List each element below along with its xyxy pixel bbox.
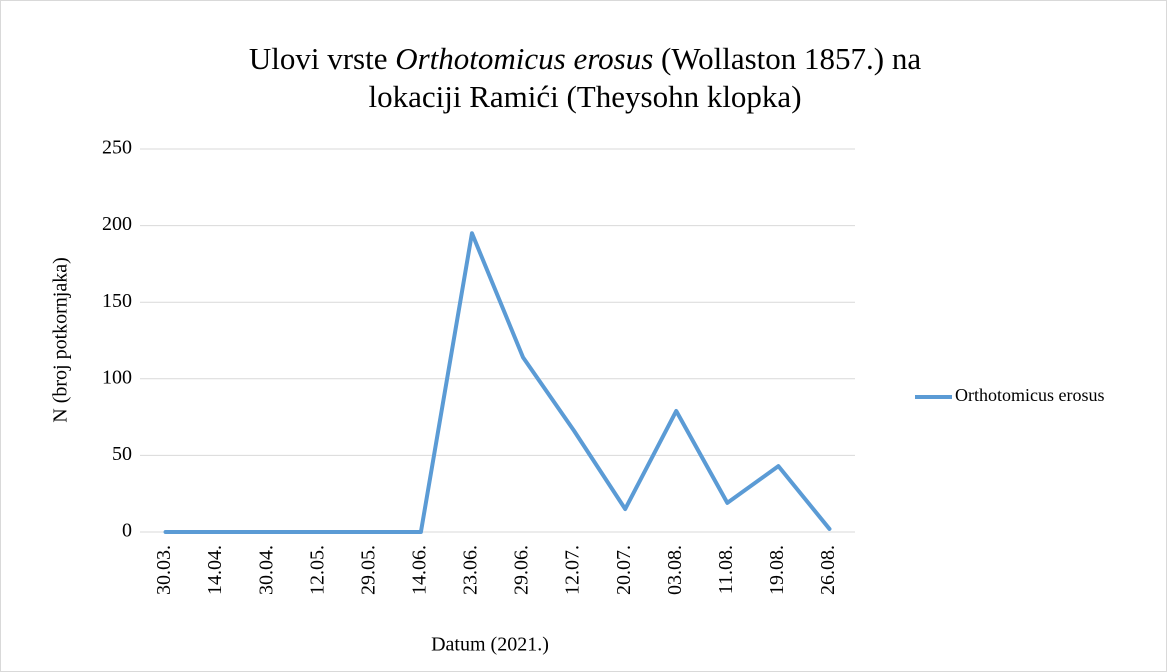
x-tick-label: 14.06. [408,545,430,595]
x-tick-label: 30.03. [153,545,175,595]
x-tick-label: 26.08. [817,545,839,595]
y-tick-label: 150 [102,290,132,312]
y-tick-label: 200 [102,213,132,235]
x-tick-label: 30.04. [255,545,277,595]
y-tick-label: 100 [102,366,132,388]
y-tick-label: 50 [112,443,132,465]
x-tick-label: 12.07. [562,545,584,595]
x-tick-label: 29.05. [357,545,379,595]
x-tick-label: 23.06. [460,545,482,595]
title-part: Ulovi vrste [249,41,388,76]
line-series [163,231,832,534]
chart-title: Ulovi vrste Orthotomicus erosus (Wollast… [249,41,922,76]
x-tick-label: 14.04. [204,545,226,595]
legend-label: Orthotomicus erosus [955,385,1104,405]
chart-title: lokaciji Ramići (Theysohn klopka) [368,79,801,114]
y-axis-title: N (broj potkornjaka) [50,257,72,423]
x-tick-label: 20.07. [613,545,635,595]
x-axis-title: Datum (2021.) [431,634,549,656]
x-tick-label: 19.08. [766,545,788,595]
y-tick-label: 0 [122,520,132,542]
title-part: Orthotomicus erosus [395,41,653,76]
x-tick-label: 29.06. [511,545,533,595]
x-tick-label: 12.05. [306,545,328,595]
x-tick-label: 03.08. [664,545,686,595]
x-tick-label: 11.08. [715,545,737,594]
y-tick-label: 250 [102,137,132,159]
title-part: (Wollaston 1857.) na [661,41,921,76]
